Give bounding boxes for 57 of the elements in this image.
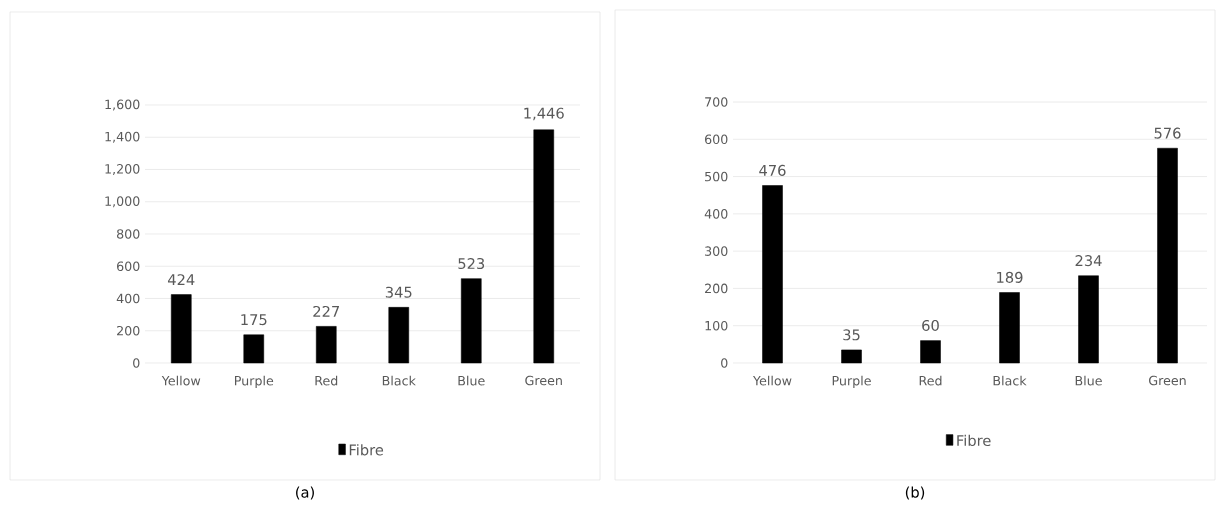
bar: [460, 278, 482, 364]
y-tick-label: 300: [705, 246, 728, 256]
y-tick-label: 200: [117, 325, 140, 336]
y-tick-label: 400: [704, 209, 728, 219]
y-tick-label: 600: [705, 134, 728, 145]
x-tick-label: Black: [993, 375, 1027, 386]
y-tick-label: 600: [117, 261, 140, 272]
y-tick-label: 1,200: [105, 164, 140, 175]
data-label: 523: [458, 257, 485, 270]
data-label: 345: [385, 286, 412, 298]
x-tick-label: Black: [382, 375, 416, 386]
data-label: 576: [1154, 127, 1181, 139]
y-tick-label: 1,400: [105, 131, 140, 143]
y-tick-label: 0: [133, 358, 140, 368]
x-tick-label: Green: [525, 375, 562, 386]
bar: [999, 292, 1020, 364]
x-tick-label: Blue: [458, 375, 485, 386]
y-tick-label: 100: [705, 320, 728, 331]
x-tick-label: Blue: [1075, 375, 1102, 386]
y-tick-label: 500: [705, 171, 728, 182]
data-label: 476: [759, 164, 786, 176]
data-label: 175: [241, 314, 267, 326]
bar: [388, 307, 410, 364]
legend-label: Fibre: [349, 444, 384, 456]
x-tick-label: Red: [315, 375, 338, 386]
data-label: 227: [313, 305, 339, 317]
y-tick-label: 800: [116, 229, 140, 239]
text: (b): [905, 486, 925, 500]
bar: [170, 294, 192, 364]
x-tick-label: Red: [919, 375, 942, 386]
bar: [533, 129, 555, 364]
x-tick-label: Green: [1149, 375, 1186, 386]
bar: [315, 326, 337, 364]
x-tick-label: Purple: [235, 375, 274, 388]
y-tick-label: 400: [116, 293, 140, 304]
x-tick-label: Yellow: [752, 375, 792, 386]
bar: [762, 185, 783, 364]
data-label: 1,446: [524, 107, 564, 121]
bar: [1078, 275, 1099, 364]
data-label: 60: [922, 319, 939, 332]
text: (a): [296, 486, 314, 500]
y-tick-label: 1,000: [105, 196, 140, 208]
legend-label: Fibre: [957, 434, 991, 447]
x-tick-label: Purple: [832, 375, 871, 388]
y-tick-label: 0: [721, 358, 728, 368]
x-tick-label: Yellow: [161, 375, 201, 386]
y-tick-label: 700: [705, 97, 728, 107]
bar: [920, 340, 941, 364]
bar: [841, 349, 862, 364]
data-label: 234: [1075, 255, 1102, 267]
bar: [243, 334, 265, 364]
y-tick-label: 1,600: [105, 99, 140, 111]
bar: [1157, 147, 1178, 364]
data-label: 35: [843, 329, 860, 341]
data-label: 189: [997, 271, 1023, 283]
data-label: 424: [167, 274, 195, 286]
y-tick-label: 200: [705, 283, 728, 294]
